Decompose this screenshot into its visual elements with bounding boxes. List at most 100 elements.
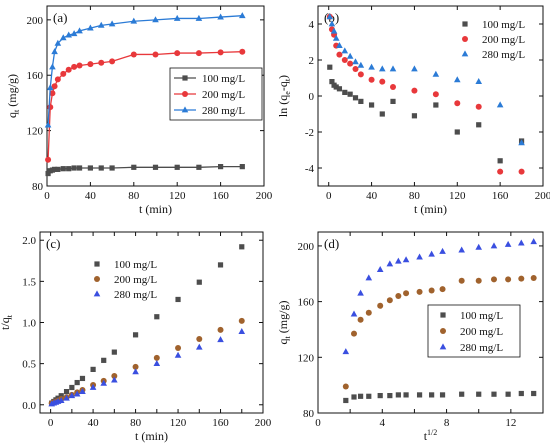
data-point <box>60 166 66 172</box>
data-point <box>58 393 64 399</box>
data-point <box>69 384 75 391</box>
data-point <box>491 391 497 397</box>
x-tick-label: 80 <box>128 190 140 202</box>
data-point <box>352 58 359 65</box>
data-point <box>432 91 439 98</box>
x-axis-title: t1/2 <box>424 428 438 443</box>
data-point <box>326 13 334 20</box>
data-point <box>70 30 78 37</box>
data-point <box>357 71 364 78</box>
series-200mgl <box>45 48 246 163</box>
legend: 100 mg/L 200 mg/L 280 mg/L <box>93 259 157 301</box>
legend-label: 100 mg/L <box>482 19 525 31</box>
data-point <box>459 391 465 397</box>
plot-frame <box>46 5 265 187</box>
data-point <box>505 391 511 397</box>
data-point <box>386 260 394 267</box>
series-280mgl <box>44 12 246 128</box>
data-point <box>218 164 224 170</box>
data-point <box>504 240 512 247</box>
x-tick-label: 4 <box>380 417 386 429</box>
y-tick-label: 2.0 <box>22 235 36 247</box>
data-point <box>90 366 96 372</box>
data-point <box>76 27 83 34</box>
data-point <box>475 277 482 284</box>
data-point <box>518 239 525 246</box>
x-tick-label: 160 <box>492 190 509 202</box>
legend-label: 280 mg/L <box>482 49 525 61</box>
data-point <box>351 394 357 400</box>
series-280mgl <box>342 238 537 355</box>
data-point <box>45 170 51 177</box>
x-tick-label: 0 <box>44 190 50 202</box>
legend-label: 280 mg/L <box>202 105 245 117</box>
data-point <box>377 302 384 309</box>
x-tick-label: 160 <box>212 190 229 202</box>
data-point <box>389 65 397 72</box>
x-tick-label: 160 <box>212 417 229 429</box>
data-point <box>390 84 396 90</box>
y-tick-label: 160 <box>298 297 315 309</box>
data-point <box>51 83 58 90</box>
data-point <box>153 360 161 367</box>
data-point <box>89 383 97 390</box>
data-point <box>496 101 504 108</box>
data-point <box>358 98 364 104</box>
x-tick-label: 200 <box>255 417 272 429</box>
data-point <box>49 90 56 97</box>
data-point <box>111 349 117 355</box>
data-point <box>531 390 537 397</box>
data-point <box>453 76 461 83</box>
data-point <box>130 17 138 24</box>
legend-marker <box>440 312 446 318</box>
x-tick-label: 8 <box>444 417 450 429</box>
data-point <box>342 383 349 390</box>
legend-marker <box>461 50 469 57</box>
data-point <box>432 70 440 77</box>
data-point <box>239 244 245 250</box>
data-point <box>44 121 52 128</box>
data-point <box>433 102 439 108</box>
data-point <box>59 34 67 41</box>
data-point <box>153 354 160 361</box>
series-line <box>47 15 243 126</box>
data-point <box>327 64 333 70</box>
x-axis-title: t (min) <box>135 429 168 443</box>
data-point <box>109 58 116 65</box>
plot-frame <box>317 231 544 414</box>
data-point <box>476 122 482 128</box>
data-point <box>132 368 139 375</box>
data-point <box>346 52 354 59</box>
data-point <box>365 274 373 281</box>
data-point <box>109 165 115 171</box>
data-point <box>154 314 160 320</box>
chart-panel-4: 0 4 8 12 80 120 160 200 (d) t1/2 qt (mg/g) 100 mg/L… <box>276 231 544 443</box>
legend-label: 100 mg/L <box>114 259 157 271</box>
data-point <box>196 335 203 342</box>
legend-marker <box>462 36 468 42</box>
data-point <box>57 397 65 404</box>
legend-marker <box>94 261 100 267</box>
data-point <box>411 65 418 72</box>
data-point <box>351 330 357 337</box>
y-tick-label: 1.5 <box>22 276 36 288</box>
data-point <box>98 165 104 171</box>
legend: 100 mg/L 200 mg/L 280 mg/L <box>169 67 263 121</box>
data-point <box>152 164 159 170</box>
panel-label: (a) <box>53 10 67 25</box>
legend-marker <box>182 91 188 97</box>
data-point <box>87 61 94 68</box>
data-point <box>76 165 83 171</box>
legend: 100 mg/L 200 mg/L 280 mg/L <box>461 19 525 61</box>
data-point <box>196 279 202 285</box>
data-point <box>73 390 81 397</box>
y-tick-label: 160 <box>27 70 44 82</box>
data-point <box>395 293 402 300</box>
legend-label: 200 mg/L <box>114 274 157 286</box>
data-point <box>329 79 335 85</box>
data-point <box>100 379 108 386</box>
data-point <box>51 48 58 55</box>
data-point <box>490 242 498 249</box>
y-axis-title: t/qt <box>0 314 14 330</box>
y-tick-label: 0.0 <box>22 400 36 412</box>
